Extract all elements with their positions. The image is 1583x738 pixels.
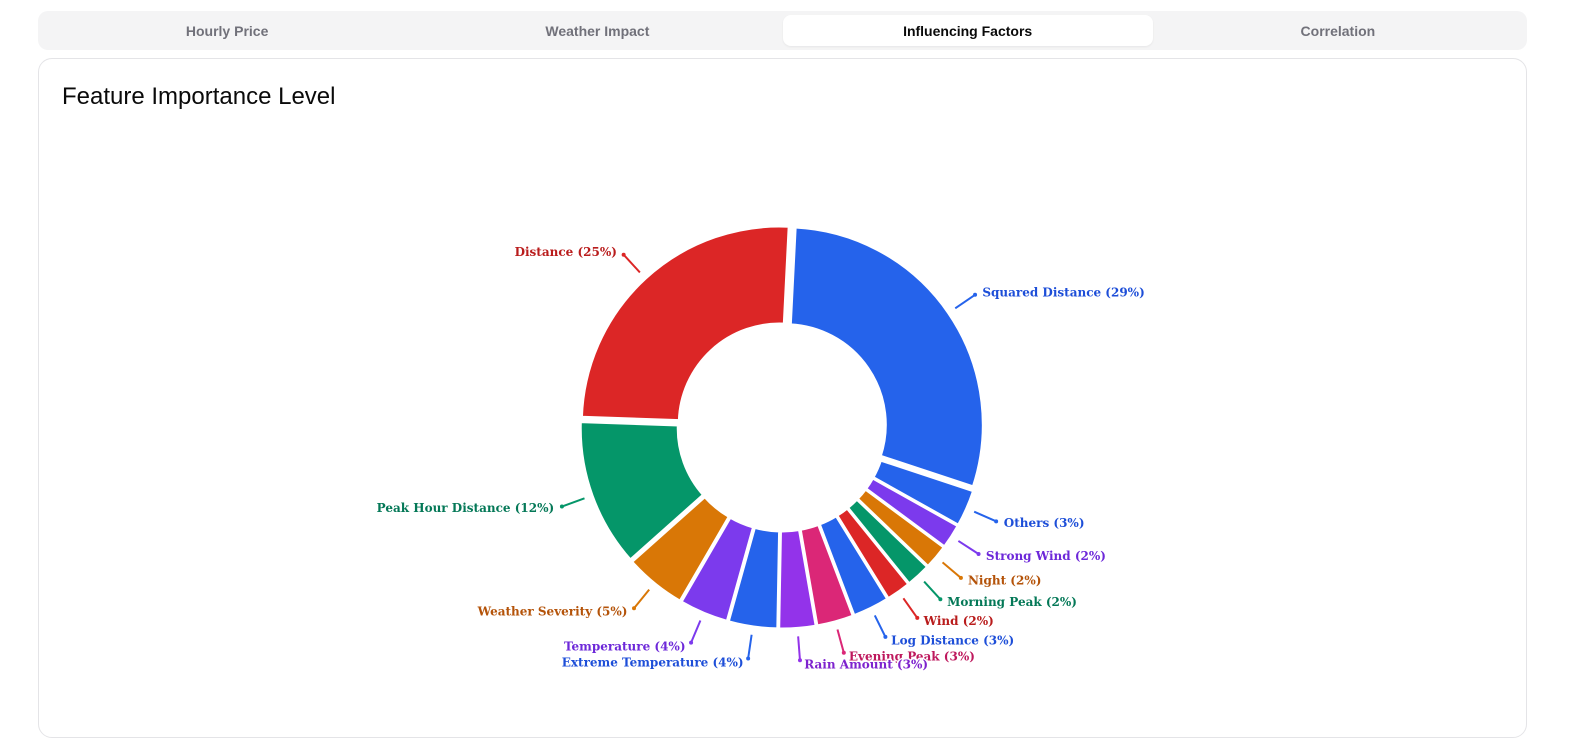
- tab-bar: Hourly Price Weather Impact Influencing …: [38, 11, 1527, 50]
- data-label-rain-amount: Rain Amount (3%): [804, 657, 928, 671]
- data-label-peak-hour-distance: Peak Hour Distance (12%): [377, 501, 555, 515]
- leader-dot-log-distance: [883, 634, 888, 639]
- leader-line-morning-peak: [923, 580, 942, 600]
- slice-peak-hour-distance[interactable]: [578, 420, 706, 563]
- leader-line-rain-amount: [797, 636, 801, 661]
- leader-line-log-distance: [873, 614, 887, 638]
- leader-line-others: [973, 510, 997, 523]
- leader-dot-temperature: [689, 640, 694, 645]
- tab-hourly-price[interactable]: Hourly Price: [185, 22, 269, 39]
- leader-dot-strong-wind: [976, 551, 981, 556]
- tab-weather-impact[interactable]: Weather Impact: [545, 22, 650, 39]
- tab-correlation[interactable]: Correlation: [1300, 22, 1376, 39]
- leader-dot-evening-peak: [841, 650, 846, 655]
- data-label-evening-peak: Evening Peak (3%): [849, 650, 975, 664]
- data-label-others: Others (3%): [1004, 516, 1085, 530]
- data-label-weather-severity: Weather Severity (5%): [477, 604, 628, 618]
- leader-dot-rain-amount: [797, 658, 802, 663]
- leader-dot-wind: [915, 615, 920, 620]
- data-label-temperature: Temperature (4%): [564, 639, 686, 653]
- leader-dot-extreme-temperature: [746, 656, 751, 661]
- leader-dot-others: [994, 519, 999, 524]
- leader-line-distance: [622, 254, 641, 274]
- leader-dot-morning-peak: [938, 597, 943, 602]
- data-label-extreme-temperature: Extreme Temperature (4%): [562, 655, 744, 669]
- data-label-morning-peak: Morning Peak (2%): [947, 595, 1077, 609]
- leader-dot-squared-distance: [973, 292, 978, 297]
- leader-line-extreme-temperature: [747, 634, 753, 659]
- data-label-night: Night (2%): [968, 573, 1041, 587]
- slice-distance[interactable]: [579, 224, 791, 423]
- leader-line-wind: [902, 597, 919, 619]
- slice-squared-distance[interactable]: [788, 225, 985, 489]
- data-label-distance: Distance (25%): [515, 245, 617, 259]
- leader-line-night: [941, 561, 962, 579]
- tab-influencing-factors[interactable]: Influencing Factors: [782, 15, 1153, 46]
- donut-chart: Squared Distance (29%) Others (3%) Strong …: [375, 224, 1146, 673]
- leader-dot-distance: [621, 252, 626, 257]
- data-label-log-distance: Log Distance (3%): [891, 633, 1014, 647]
- leader-line-squared-distance: [954, 293, 976, 310]
- leader-line-weather-severity: [633, 589, 650, 609]
- data-label-wind: Wind (2%): [923, 614, 994, 628]
- leader-dot-night: [958, 575, 963, 580]
- leader-dot-peak-hour-distance: [559, 504, 564, 509]
- leader-line-peak-hour-distance: [561, 497, 585, 508]
- leader-dot-weather-severity: [632, 606, 637, 611]
- leader-line-temperature: [690, 620, 702, 644]
- leader-line-strong-wind: [957, 540, 980, 555]
- data-label-strong-wind: Strong Wind (2%): [986, 549, 1106, 563]
- leader-line-evening-peak: [836, 629, 845, 653]
- card-title: Feature Importance Level: [62, 83, 336, 110]
- slice-weather-severity[interactable]: [629, 494, 732, 604]
- data-label-squared-distance: Squared Distance (29%): [982, 286, 1144, 300]
